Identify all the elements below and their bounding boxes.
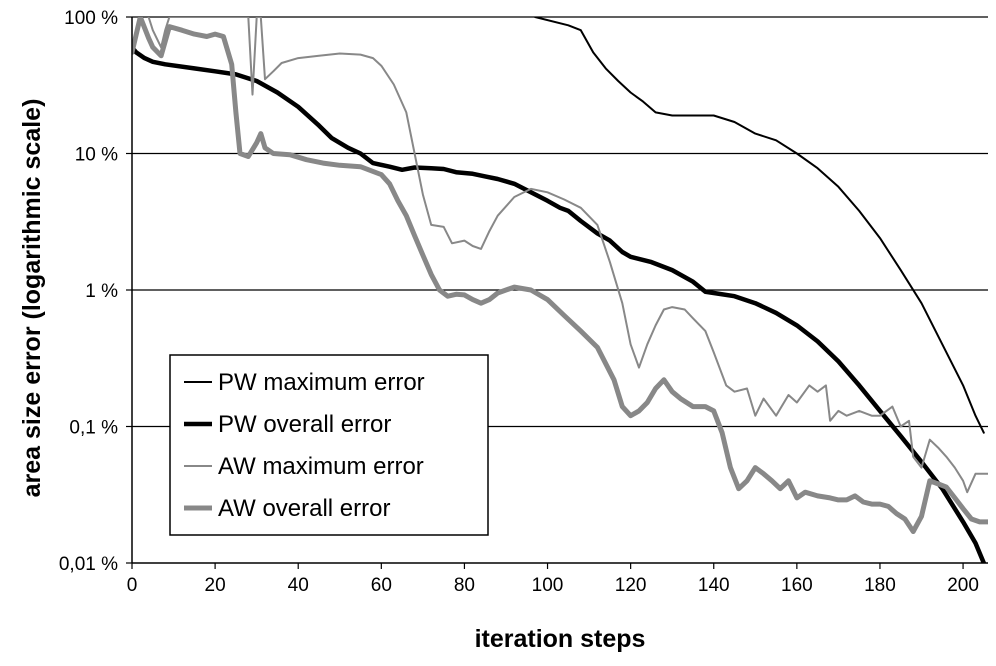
legend-box bbox=[169, 354, 489, 536]
x-tick-label: 40 bbox=[288, 575, 309, 596]
legend-label: AW maximum error bbox=[218, 453, 424, 480]
x-tick-label: 160 bbox=[781, 575, 813, 596]
y-tick-label: 100 % bbox=[64, 8, 118, 29]
series-lines bbox=[132, 17, 988, 563]
x-tick-label: 0 bbox=[127, 575, 138, 596]
x-tick-label: 60 bbox=[371, 575, 392, 596]
legend-label: AW overall error bbox=[218, 495, 390, 522]
x-axis-ticks: 0 20 40 60 80 100 120 140 160 180 200 bbox=[127, 563, 979, 596]
y-axis-ticks: 0,01 % 0,1 % 1 % 10 % 100 % bbox=[59, 8, 132, 575]
x-tick-label: 200 bbox=[947, 575, 979, 596]
series-line-pw-maximum-error bbox=[534, 17, 985, 434]
legend-label: PW maximum error bbox=[218, 369, 425, 396]
legend-label: PW overall error bbox=[218, 411, 391, 438]
series-line-aw-maximum-error bbox=[147, 17, 988, 494]
x-tick-label: 100 bbox=[532, 575, 564, 596]
y-tick-label: 0,1 % bbox=[69, 418, 118, 439]
y-tick-label: 1 % bbox=[85, 281, 118, 302]
x-tick-label: 80 bbox=[454, 575, 475, 596]
series-line-pw-overall-error bbox=[132, 45, 987, 563]
y-tick-label: 10 % bbox=[75, 145, 118, 166]
x-tick-label: 20 bbox=[205, 575, 226, 596]
y-axis-title: area size error (logarithmic scale) bbox=[18, 99, 46, 498]
legend: PW maximum error PW overall error AW maxim… bbox=[169, 354, 489, 536]
x-tick-label: 120 bbox=[615, 575, 647, 596]
legend-items: PW maximum error PW overall error AW maxim… bbox=[184, 369, 425, 522]
series-line-aw-overall-error bbox=[132, 17, 988, 534]
y-tick-label: 0,01 % bbox=[59, 554, 118, 575]
x-axis-title: iteration steps bbox=[475, 625, 646, 653]
x-tick-label: 180 bbox=[864, 575, 896, 596]
x-tick-label: 140 bbox=[698, 575, 730, 596]
